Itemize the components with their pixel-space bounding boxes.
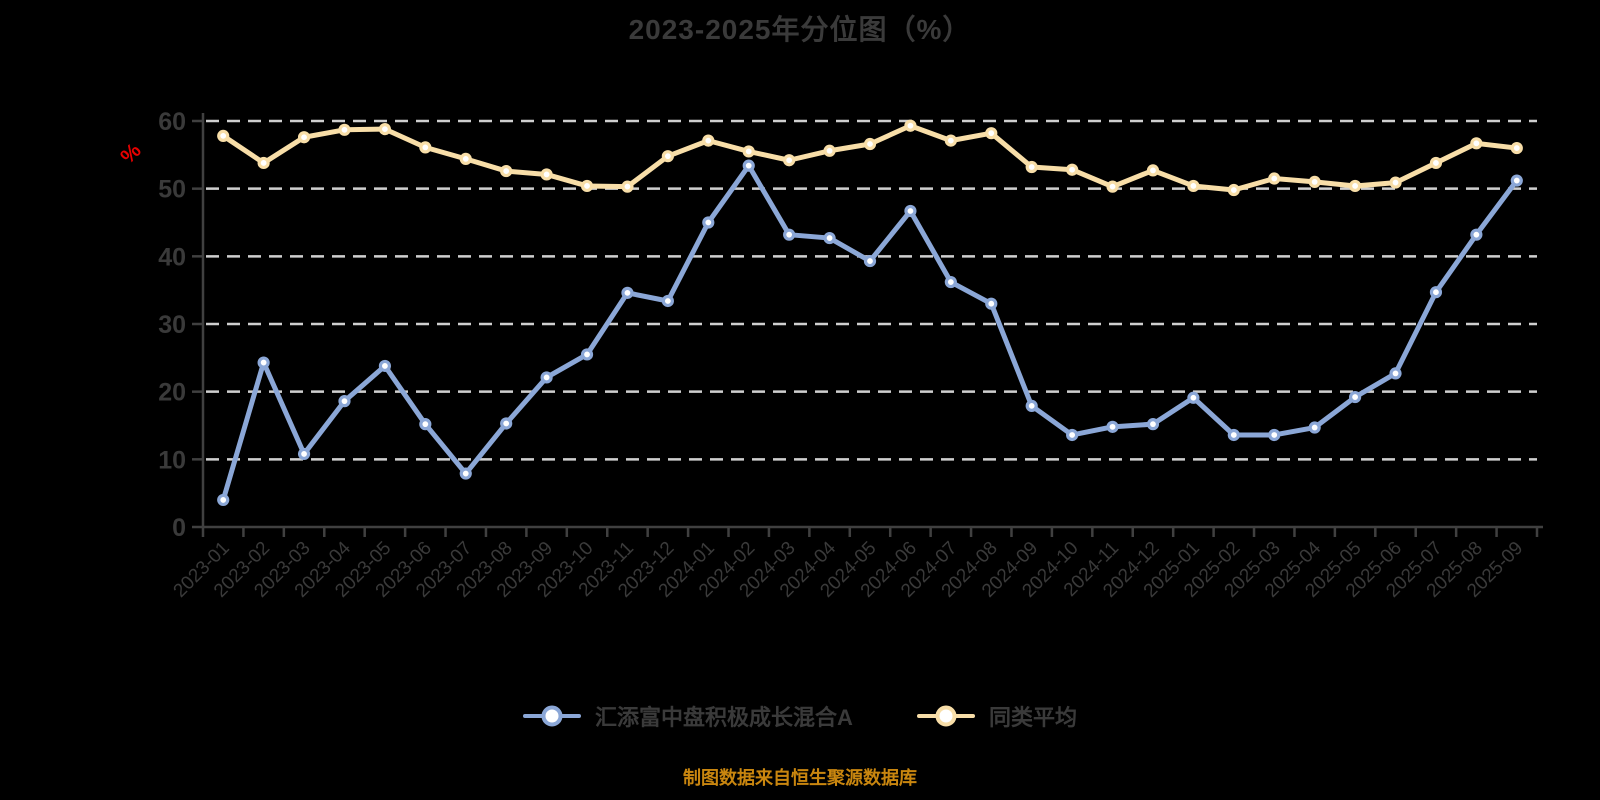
series-average: [217, 119, 1523, 197]
data-point-marker: [419, 418, 432, 431]
data-point-marker: [1066, 428, 1079, 442]
series-lines: [217, 119, 1523, 507]
data-point-marker: [1146, 418, 1160, 431]
data-point-marker: [904, 204, 917, 218]
data-point-marker: [1025, 160, 1038, 174]
data-point-marker: [621, 180, 634, 193]
data-point-marker: [661, 150, 674, 163]
data-point-marker: [985, 127, 998, 140]
data-point-marker: [1066, 163, 1079, 176]
data-point-marker: [297, 447, 311, 461]
data-point-marker: [580, 348, 594, 361]
data-point-marker: [1470, 228, 1483, 241]
x-tick-labels: 2023-012023-022023-032023-042023-052023-…: [170, 537, 1528, 601]
data-point-marker: [1308, 175, 1321, 188]
data-point-marker: [1389, 176, 1402, 189]
y-tick-labels: 0 10 20 30 40 50 60: [158, 108, 186, 542]
y-tick-label: 20: [158, 379, 186, 407]
data-point-marker: [823, 231, 836, 245]
data-point-marker: [863, 137, 877, 151]
data-point-marker: [338, 395, 351, 408]
data-point-marker: [742, 145, 755, 158]
data-point-marker: [1308, 421, 1321, 434]
data-point-marker: [1470, 137, 1483, 150]
legend-label-fund: 汇添富中盘积极成长混合A: [595, 705, 853, 730]
data-point-marker: [500, 417, 513, 430]
data-point-marker: [580, 179, 594, 193]
y-tick-label: 40: [158, 243, 186, 271]
data-point-marker: [1227, 183, 1240, 197]
data-point-marker: [1348, 179, 1362, 193]
data-point-marker: [257, 356, 270, 369]
y-tick-label: 10: [158, 446, 186, 474]
data-point-marker: [1187, 391, 1200, 404]
data-point-marker: [1429, 286, 1443, 299]
y-tick-label: 60: [158, 108, 186, 136]
data-point-marker: [702, 216, 715, 229]
legend-label-average: 同类平均: [988, 705, 1077, 730]
average-series-legend-marker-icon: [916, 705, 975, 727]
data-point-marker: [904, 119, 917, 132]
data-point-marker: [217, 493, 230, 507]
data-point-marker: [419, 141, 432, 154]
data-point-marker: [378, 123, 392, 136]
data-point-marker: [944, 275, 957, 289]
data-point-marker: [944, 134, 957, 147]
data-point-marker: [1106, 420, 1119, 433]
series-line-average: [220, 123, 1520, 193]
data-point-marker: [742, 159, 755, 172]
data-point-marker: [621, 286, 634, 299]
data-point-marker: [783, 154, 796, 167]
data-point-marker: [1106, 180, 1119, 193]
data-point-marker: [459, 467, 472, 480]
series-line-fund: [220, 163, 1520, 503]
data-point-marker: [217, 129, 230, 142]
fund-series-legend-marker-icon: [523, 705, 582, 727]
y-tick-label: 30: [158, 311, 186, 339]
data-source-caption: 制图数据来自恒生聚源数据库: [683, 768, 917, 788]
gridlines: [206, 119, 1537, 461]
data-point-marker: [500, 164, 513, 178]
data-point-marker: [540, 371, 553, 384]
data-point-marker: [1025, 399, 1038, 412]
data-point-marker: [661, 294, 674, 308]
data-point-marker: [257, 156, 270, 170]
data-point-marker: [1268, 172, 1281, 185]
data-point-marker: [1187, 179, 1200, 193]
data-point-marker: [1510, 141, 1523, 155]
data-point-marker: [1268, 428, 1281, 442]
series-fund: [217, 159, 1523, 507]
data-point-marker: [297, 131, 311, 144]
legend-item-fund[interactable]: 汇添富中盘积极成长混合A: [523, 700, 853, 732]
data-point-marker: [540, 168, 553, 181]
data-point-marker: [702, 134, 715, 147]
data-point-marker: [1510, 174, 1523, 187]
y-tick-label: 50: [158, 176, 186, 204]
legend-item-average[interactable]: 同类平均: [916, 700, 1077, 732]
data-point-marker: [823, 144, 836, 157]
y-tick-label: 0: [172, 514, 186, 542]
data-point-marker: [1429, 156, 1443, 170]
data-point-marker: [1227, 428, 1240, 442]
data-point-marker: [783, 228, 796, 241]
axes: [192, 113, 1543, 537]
data-point-marker: [863, 254, 877, 268]
data-point-marker: [1146, 164, 1160, 177]
chart-legend: 汇添富中盘积极成长混合A 同类平均: [0, 700, 1600, 732]
data-point-marker: [1348, 390, 1362, 404]
data-point-marker: [1389, 367, 1402, 380]
data-point-marker: [338, 123, 351, 136]
data-point-marker: [985, 297, 998, 310]
chart-title: 2023-2025年分位图（%）: [628, 14, 972, 45]
data-point-marker: [459, 152, 472, 165]
data-point-marker: [378, 359, 392, 373]
